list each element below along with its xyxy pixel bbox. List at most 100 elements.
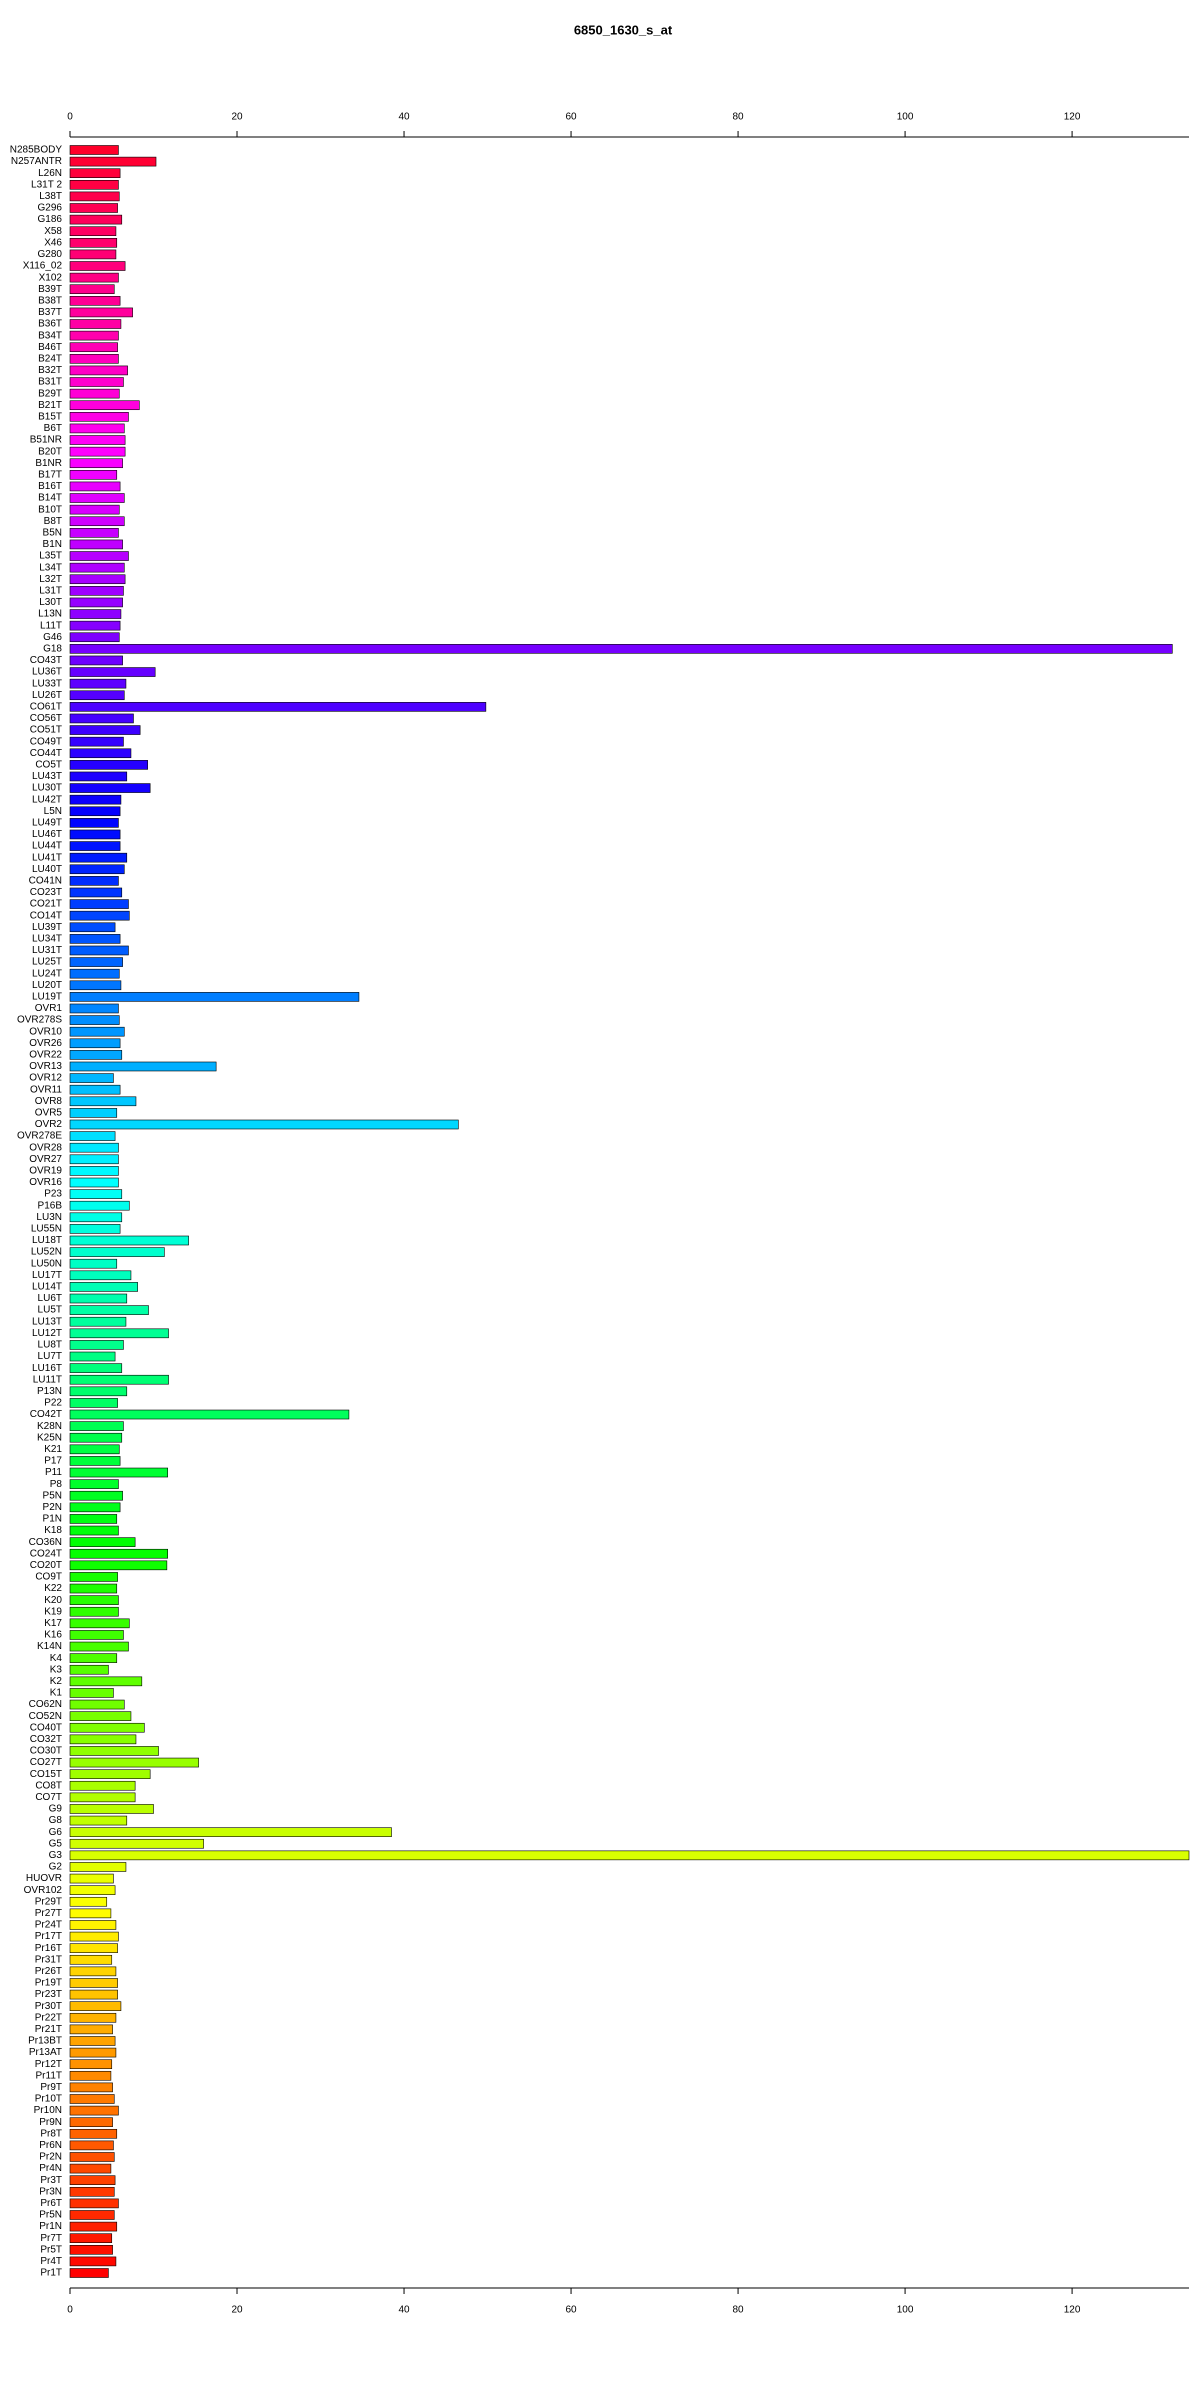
category-label: G6 [49,1827,63,1838]
category-label: LU14T [32,1282,62,1293]
bar [69,2186,115,2197]
bar [69,377,124,387]
category-label: Pr5N [39,2210,62,2221]
bar [69,1560,168,1571]
category-label: OVR12 [29,1073,62,1084]
category-label: G280 [38,249,63,260]
category-label: X102 [39,272,63,283]
bar [69,1722,145,1733]
bar [69,1618,130,1629]
category-label: OVR28 [29,1142,62,1153]
category-label: CO30T [30,1746,62,1757]
category-label: G3 [49,1850,63,1861]
bar [69,1177,119,1188]
bar [69,864,125,875]
category-label: K18 [44,1525,62,1536]
category-label: G5 [49,1838,63,1849]
category-label: OVR11 [30,1084,62,1095]
bar [69,203,118,213]
category-label: CO27T [30,1757,62,1768]
bar [69,1572,118,1582]
bar [69,1386,128,1397]
category-label: OVR10 [29,1026,62,1037]
bar [69,2244,113,2255]
bar [69,910,130,921]
bar [69,2105,119,2116]
category-label: G296 [38,203,63,214]
category-label: LU19T [32,992,62,1003]
bar [69,1525,119,1536]
category-label: CO42T [30,1409,62,1420]
bar [69,470,118,480]
category-label: LU44T [32,841,62,852]
category-label: LU24T [32,968,62,979]
bar [69,655,123,666]
category-label: K4 [50,1653,63,1664]
category-label: Pr12T [35,2059,62,2070]
bar [69,1247,165,1257]
bar [69,2082,113,2093]
bar [69,2221,118,2232]
bar [69,806,121,817]
bar [69,2059,113,2069]
bar [69,1815,128,1826]
category-label: Pr16T [35,1943,62,1954]
category-label: K16 [44,1630,62,1641]
bar [69,1630,124,1640]
bar [69,968,120,979]
bar [69,481,121,492]
bar [69,423,125,434]
bar [69,1606,119,1617]
bar [69,1050,123,1060]
category-label: Pr31T [35,1954,62,1965]
category-label: B46T [38,342,62,353]
category-label: OVR27 [29,1154,62,1165]
category-label: Pr10N [34,2105,62,2116]
category-label: CO44T [30,748,62,759]
category-label: L30T [39,597,62,608]
bar [69,690,125,701]
bar [69,736,124,747]
category-label: OVR278E [17,1131,62,1142]
category-label: LU7T [38,1351,62,1362]
category-label: HUOVR [26,1873,62,1884]
bar [69,1398,118,1408]
category-label: LU20T [32,980,62,991]
bar [69,1920,117,1930]
bar [69,1108,118,1118]
category-label: CO24T [30,1548,62,1559]
bar [69,829,121,840]
category-label: CO56T [30,713,62,724]
bar [69,644,1173,654]
category-label: CO52N [29,1711,62,1722]
category-label: CO5T [35,759,62,770]
category-label: LU6T [38,1293,62,1304]
category-label: K14N [37,1641,62,1652]
category-label: K25N [37,1432,62,1443]
x-tick-label: 20 [231,112,243,123]
category-label: LU33T [32,678,62,689]
bar [69,238,118,248]
bar [69,1757,199,1768]
category-label: K22 [44,1583,62,1594]
category-label: B32T [38,365,62,376]
bar [69,1908,112,1919]
category-label: K19 [44,1606,62,1617]
category-label: P8 [50,1479,63,1490]
bar [69,887,123,898]
category-label: CO9T [35,1572,62,1583]
bar [69,899,129,909]
x-tick-label: 0 [67,2305,73,2316]
category-label: LU18T [32,1235,62,1246]
category-label: L31T [39,585,62,596]
category-label: L35T [39,551,62,562]
category-label: L11T [40,620,62,631]
bar [69,1363,123,1373]
category-label: OVR26 [29,1038,62,1049]
bar [69,458,123,469]
bar [69,2163,112,2174]
bar [69,1282,138,1292]
bar [69,272,119,283]
bar [69,597,123,608]
category-label: LU43T [32,771,62,782]
